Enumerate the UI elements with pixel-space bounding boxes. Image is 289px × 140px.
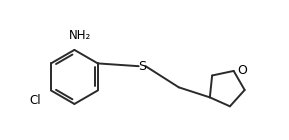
Text: S: S bbox=[138, 60, 146, 73]
Text: O: O bbox=[237, 64, 247, 77]
Text: NH₂: NH₂ bbox=[69, 29, 91, 42]
Text: Cl: Cl bbox=[30, 94, 41, 107]
